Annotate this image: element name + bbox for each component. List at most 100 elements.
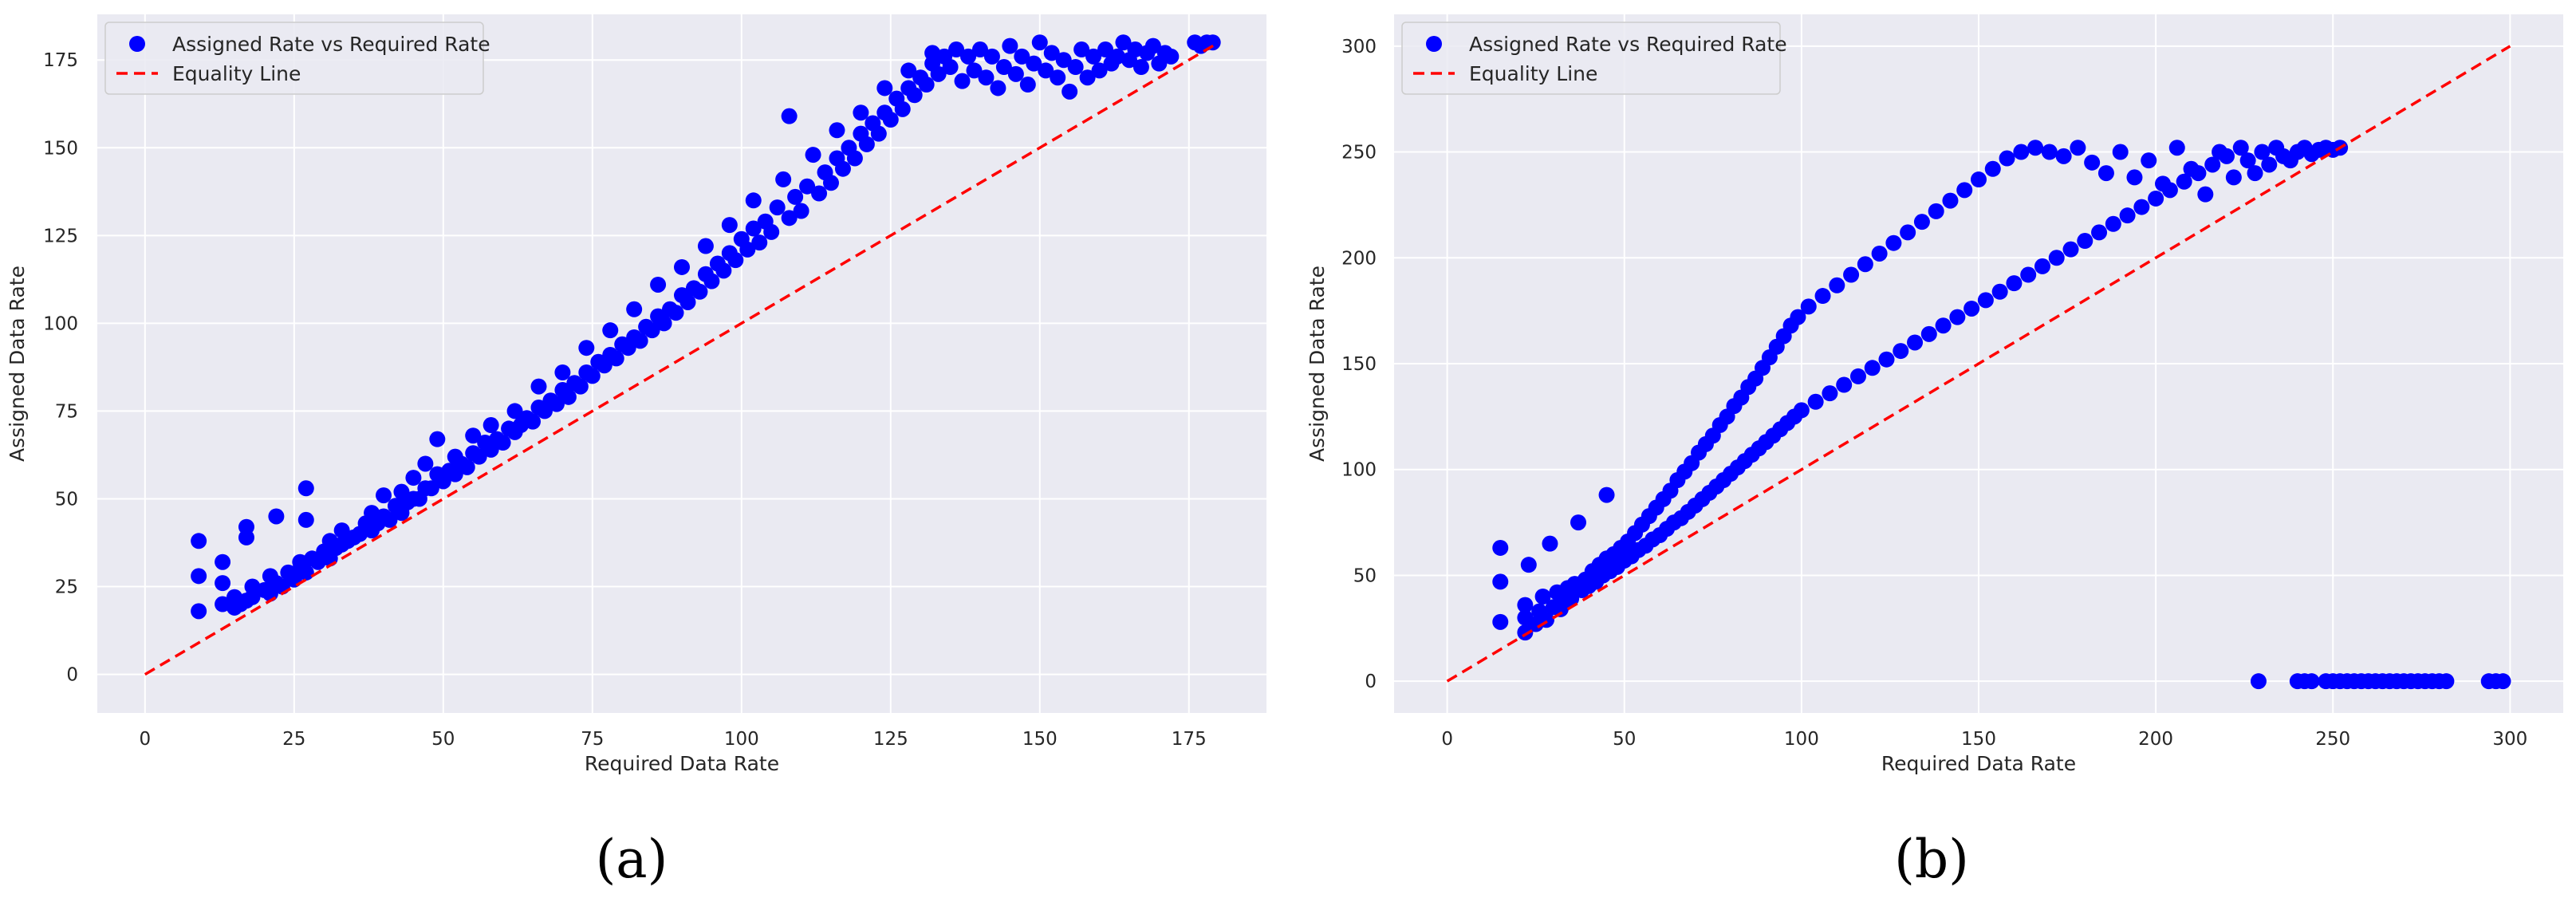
- data-point: [1043, 45, 1060, 61]
- chart-panel-a: 0 25 50 75 100 125 150 175 0 25 50 75 100 125 150 175 Re…: [6, 14, 1266, 890]
- data-point: [1570, 514, 1587, 531]
- data-point: [739, 241, 756, 258]
- scatter-series: [1492, 140, 2511, 690]
- data-point: [1542, 535, 1558, 552]
- data-point: [1492, 613, 1509, 630]
- data-point: [1928, 203, 1944, 219]
- data-point: [2070, 140, 2086, 156]
- data-point: [948, 41, 965, 58]
- data-point: [644, 322, 660, 339]
- data-point: [918, 77, 935, 93]
- data-point: [2225, 169, 2242, 186]
- data-point: [2084, 154, 2101, 171]
- data-point: [1900, 224, 1916, 241]
- x-tick-label: 0: [140, 729, 152, 750]
- data-point: [2190, 165, 2207, 182]
- data-point: [906, 87, 923, 104]
- data-point: [2141, 152, 2157, 169]
- data-point: [2020, 266, 2037, 283]
- data-point: [2126, 169, 2143, 186]
- data-point: [1800, 298, 1817, 315]
- legend: Assigned Rate vs Required Rate Equality L…: [104, 22, 490, 95]
- data-point: [1991, 283, 2008, 300]
- data-point: [1920, 325, 1937, 342]
- panel-caption: (b): [1894, 829, 1969, 890]
- data-point: [1977, 292, 1994, 309]
- data-point: [745, 192, 762, 209]
- data-point: [1942, 192, 1959, 209]
- data-point: [632, 333, 648, 349]
- data-point: [1814, 288, 1831, 305]
- data-point: [715, 262, 732, 279]
- data-point: [2197, 186, 2214, 203]
- data-point: [429, 431, 446, 447]
- data-point: [2303, 673, 2320, 690]
- data-point: [268, 508, 285, 525]
- data-point: [781, 210, 798, 226]
- data-point: [954, 73, 971, 89]
- y-tick-label: 250: [1341, 143, 1377, 163]
- data-point: [805, 147, 821, 163]
- data-point: [381, 511, 398, 528]
- data-point: [376, 487, 392, 504]
- data-point: [775, 171, 792, 187]
- data-point: [2062, 241, 2079, 258]
- data-point: [679, 293, 696, 310]
- data-point: [1097, 41, 1114, 58]
- data-point: [691, 283, 708, 300]
- data-point: [900, 62, 917, 79]
- data-point: [2133, 199, 2150, 215]
- data-point: [2048, 250, 2065, 266]
- data-point: [626, 301, 643, 317]
- data-point: [1878, 351, 1895, 368]
- data-point: [1534, 589, 1551, 605]
- data-point: [1163, 48, 1180, 65]
- data-point: [1790, 309, 1806, 325]
- data-point: [1144, 37, 1161, 54]
- data-point: [1204, 34, 1221, 51]
- data-point: [2148, 190, 2164, 207]
- data-point: [1893, 343, 1909, 360]
- y-tick-label: 150: [1341, 354, 1377, 375]
- data-point: [608, 350, 624, 367]
- data-point: [822, 175, 839, 191]
- data-point: [2077, 233, 2093, 250]
- data-point: [1999, 150, 2015, 167]
- data-point: [650, 276, 667, 293]
- y-tick-label: 75: [55, 401, 78, 422]
- legend-label-scatter: Assigned Rate vs Required Rate: [172, 33, 490, 56]
- data-point: [2250, 673, 2267, 690]
- data-point: [1598, 486, 1615, 503]
- data-point: [2161, 182, 2178, 199]
- legend-label-line: Equality Line: [172, 62, 301, 85]
- data-point: [1807, 393, 1824, 410]
- data-point: [793, 203, 809, 219]
- data-point: [297, 480, 314, 497]
- data-point: [2091, 224, 2108, 241]
- data-point: [2261, 156, 2278, 173]
- x-tick-label: 25: [282, 729, 305, 750]
- data-point: [1019, 77, 1036, 93]
- data-point: [471, 448, 487, 465]
- data-point: [930, 65, 947, 82]
- data-point: [1520, 557, 1537, 573]
- data-point: [1907, 334, 1924, 351]
- y-tick-label: 50: [55, 489, 78, 510]
- scatter-series: [191, 34, 1221, 620]
- x-tick-label: 125: [873, 729, 908, 750]
- data-point: [1067, 59, 1084, 76]
- data-point: [1091, 62, 1108, 79]
- data-point: [2176, 173, 2192, 190]
- y-tick-label: 100: [1341, 460, 1377, 481]
- data-point: [2239, 152, 2256, 169]
- data-point: [1971, 171, 1987, 188]
- data-point: [1949, 309, 1966, 325]
- data-point: [1843, 266, 1860, 283]
- data-point: [1492, 573, 1509, 590]
- y-tick-label: 125: [43, 226, 78, 246]
- data-point: [2247, 165, 2263, 182]
- data-point: [1857, 256, 1873, 273]
- data-point: [297, 564, 314, 581]
- data-point: [2105, 215, 2121, 232]
